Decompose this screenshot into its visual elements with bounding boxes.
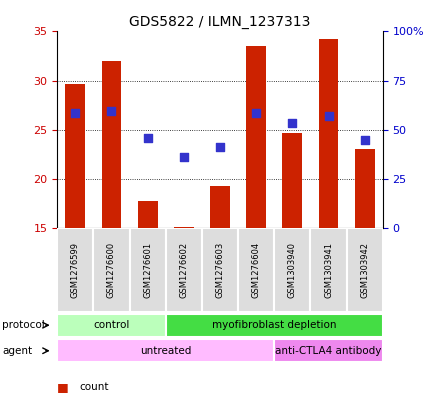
Bar	[355, 149, 375, 228]
Text: control: control	[93, 320, 130, 330]
Text: myofibroblast depletion: myofibroblast depletion	[212, 320, 337, 330]
Point	[180, 154, 187, 160]
Point	[144, 134, 151, 141]
Text: protocol: protocol	[2, 320, 45, 330]
Text: GSM1303941: GSM1303941	[324, 242, 333, 298]
Point	[361, 137, 368, 143]
Bar	[102, 61, 121, 228]
Text: count: count	[79, 382, 109, 392]
Text: GSM1276600: GSM1276600	[107, 242, 116, 298]
FancyBboxPatch shape	[57, 314, 166, 337]
Point	[289, 119, 296, 126]
FancyBboxPatch shape	[347, 228, 383, 312]
Text: agent: agent	[2, 346, 32, 356]
Point	[253, 110, 260, 116]
Point	[325, 113, 332, 119]
FancyBboxPatch shape	[202, 228, 238, 312]
FancyBboxPatch shape	[311, 228, 347, 312]
Text: GSM1276604: GSM1276604	[252, 242, 260, 298]
FancyBboxPatch shape	[238, 228, 274, 312]
Text: GSM1276603: GSM1276603	[216, 242, 224, 298]
Bar	[66, 84, 85, 228]
Text: GSM1303940: GSM1303940	[288, 242, 297, 298]
Bar	[319, 39, 338, 228]
Text: ■: ■	[57, 380, 73, 393]
Bar	[210, 185, 230, 228]
Text: GSM1276602: GSM1276602	[180, 242, 188, 298]
Text: untreated: untreated	[140, 346, 191, 356]
FancyBboxPatch shape	[274, 228, 311, 312]
Bar	[138, 201, 158, 228]
FancyBboxPatch shape	[129, 228, 166, 312]
Bar	[246, 46, 266, 228]
Point	[72, 110, 79, 116]
Title: GDS5822 / ILMN_1237313: GDS5822 / ILMN_1237313	[129, 15, 311, 29]
FancyBboxPatch shape	[57, 339, 274, 362]
FancyBboxPatch shape	[57, 228, 93, 312]
FancyBboxPatch shape	[166, 228, 202, 312]
Text: GSM1276599: GSM1276599	[71, 242, 80, 298]
Text: GSM1303942: GSM1303942	[360, 242, 369, 298]
Bar	[174, 227, 194, 228]
Text: GSM1276601: GSM1276601	[143, 242, 152, 298]
Text: anti-CTLA4 antibody: anti-CTLA4 antibody	[275, 346, 382, 356]
Bar	[282, 132, 302, 228]
Point	[108, 108, 115, 114]
FancyBboxPatch shape	[93, 228, 129, 312]
FancyBboxPatch shape	[274, 339, 383, 362]
FancyBboxPatch shape	[166, 314, 383, 337]
Point	[216, 144, 224, 151]
